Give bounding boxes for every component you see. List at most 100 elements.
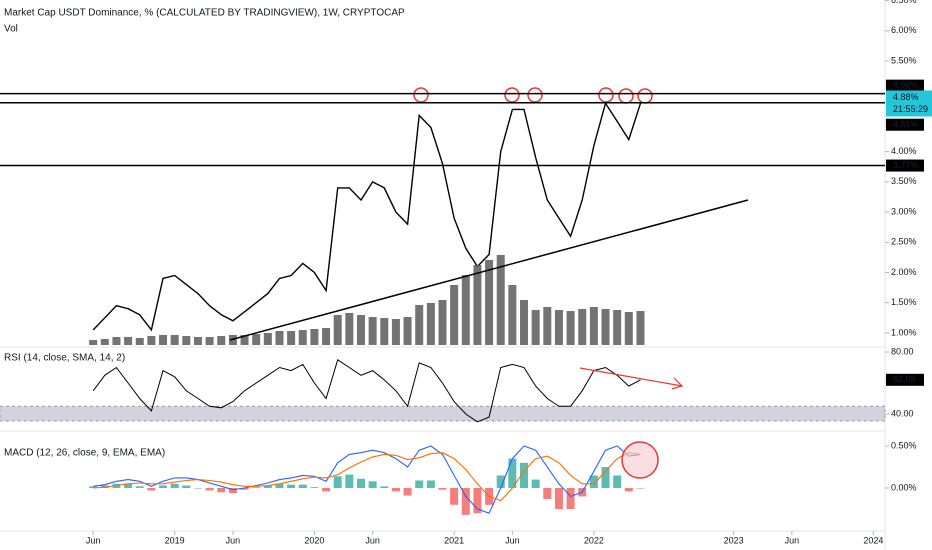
volume-bar — [589, 307, 598, 345]
line — [93, 445, 641, 514]
y-tick-label: 0.00% — [891, 482, 917, 492]
histogram-bar — [159, 485, 168, 489]
level-label: 4.81% — [893, 119, 919, 129]
histogram-bar — [415, 480, 424, 489]
volume-bar — [380, 318, 389, 345]
volume-bar — [391, 319, 400, 345]
current-price-label: 4.88% — [893, 92, 919, 102]
volume-label: Vol — [4, 24, 18, 35]
line — [92, 359, 641, 423]
histogram-bar — [461, 488, 470, 515]
volume-bar — [624, 312, 633, 345]
histogram-bar — [333, 476, 342, 489]
histogram-bar — [310, 487, 319, 489]
trend-line — [229, 199, 749, 341]
line — [92, 101, 642, 332]
histogram-bar — [217, 488, 226, 493]
histogram-bar — [450, 488, 459, 505]
volume-bar — [508, 285, 517, 345]
histogram-bar — [298, 484, 307, 489]
histogram-bar — [531, 479, 540, 489]
histogram-bar — [240, 488, 249, 490]
volume-bar — [147, 336, 156, 345]
histogram-bar — [170, 483, 179, 489]
volume-bar — [100, 339, 109, 345]
volume-bar — [240, 335, 249, 345]
histogram-bar — [543, 488, 552, 499]
histogram-bar — [589, 475, 598, 489]
histogram-bar — [263, 485, 272, 489]
macd-label: MACD (12, 26, close, 9, EMA, EMA) — [4, 448, 165, 459]
volume-bar — [345, 313, 354, 345]
x-tick-label: Jun — [365, 535, 380, 545]
volume-bar — [496, 255, 505, 345]
histogram-bar — [193, 488, 202, 489]
volume-bar — [566, 311, 575, 345]
histogram-bar — [205, 488, 214, 491]
histogram-bar — [135, 486, 144, 489]
y-tick-label: 1.50% — [891, 297, 917, 307]
y-tick-label: 4.00% — [891, 146, 917, 156]
countdown-label: 21:55:29 — [893, 104, 928, 114]
volume-bar — [426, 303, 435, 345]
y-tick-label: 3.50% — [891, 176, 917, 186]
x-tick-label: 2021 — [444, 535, 464, 545]
histogram-bar — [624, 488, 633, 492]
histogram-bar — [368, 481, 377, 489]
x-tick-label: 2020 — [304, 535, 324, 545]
y-tick-label: 80.00 — [891, 346, 914, 356]
volume-bar — [252, 334, 261, 345]
volume-bar — [182, 336, 191, 345]
x-tick-label: 2024 — [863, 535, 883, 545]
x-tick-label: Jun — [226, 535, 241, 545]
volume-bar — [613, 310, 622, 345]
y-tick-label: 40.00 — [891, 408, 914, 418]
histogram-bar — [403, 488, 412, 496]
histogram-bar — [520, 462, 529, 489]
volume-bar — [124, 337, 133, 345]
volume-bar — [554, 310, 563, 345]
level-label-box — [886, 159, 924, 172]
rsi-last-label: 62.08 — [893, 374, 916, 384]
volume-bar — [217, 336, 226, 345]
volume-bar — [263, 333, 272, 345]
histogram-bar — [147, 488, 156, 491]
volume-bar — [89, 340, 98, 345]
volume-bar — [531, 310, 540, 345]
arrow-line — [579, 367, 683, 387]
volume-bar — [520, 300, 529, 345]
histogram-bar — [473, 488, 482, 514]
x-tick-label: 2023 — [724, 535, 744, 545]
histogram-bar — [322, 488, 331, 492]
histogram-bar — [613, 475, 622, 489]
y-tick-label: 2.50% — [891, 237, 917, 247]
current-price-box — [886, 90, 932, 117]
volume-bar — [135, 338, 144, 345]
histogram-bar — [182, 485, 191, 489]
chart-title: Market Cap USDT Dominance, % (CALCULATED… — [4, 8, 405, 19]
volume-bar — [322, 328, 331, 345]
volume-bar — [403, 317, 412, 345]
histogram-bar — [275, 483, 284, 489]
volume-bar — [368, 317, 377, 345]
y-tick-label: 0.50% — [891, 440, 917, 450]
level-label-box — [886, 79, 924, 92]
histogram-bar — [554, 488, 563, 510]
volume-bar — [298, 330, 307, 345]
y-tick-label: 1.00% — [891, 327, 917, 337]
histogram-bar — [601, 467, 610, 489]
volume-bar — [275, 331, 284, 345]
volume-bar — [228, 335, 237, 345]
rsi-band — [0, 405, 886, 422]
x-tick-label: Jun — [505, 535, 520, 545]
level-label: 4.96% — [893, 80, 919, 90]
volume-bar — [450, 285, 459, 345]
histogram-bar — [124, 483, 133, 489]
volume-bar — [170, 335, 179, 345]
volume-bar — [578, 309, 587, 345]
volume-bar — [333, 315, 342, 345]
level-label: 3.77% — [893, 160, 919, 170]
rsi-last-box — [886, 373, 924, 386]
x-tick-label: 2019 — [165, 535, 185, 545]
volume-bar — [636, 311, 645, 345]
